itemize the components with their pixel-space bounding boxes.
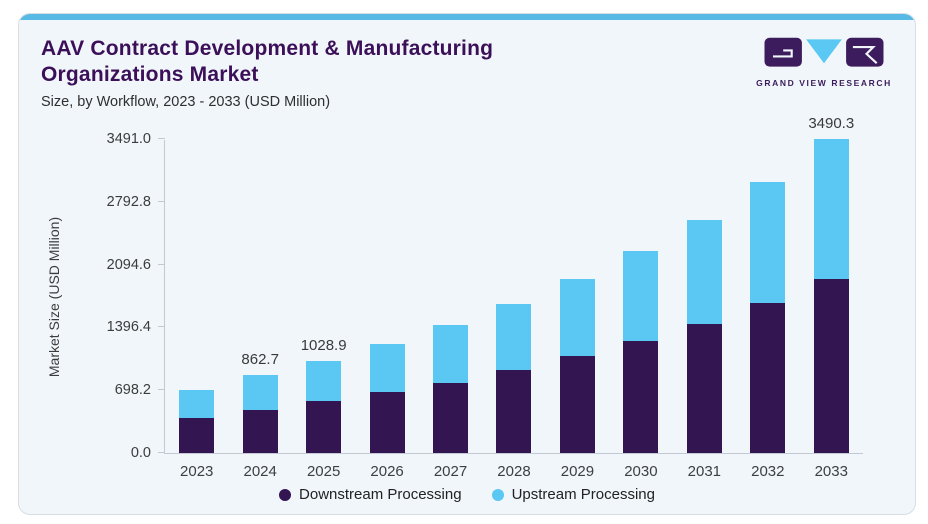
stacked-bar-2023: [179, 389, 215, 454]
x-axis-label-2031: 2031: [687, 463, 722, 481]
bar-group-2023: 2023: [165, 140, 228, 480]
y-axis-title: Market Size (USD Million): [46, 216, 62, 378]
stacked-bar-2025: [306, 360, 342, 454]
chart-region: Market Size (USD Million) 0.0 698.2 1396.4…: [46, 115, 863, 481]
y-axis-tick-label: 2094.6: [106, 256, 151, 273]
y-axis-tick-label: 3491.0: [106, 131, 151, 148]
y-axis-tick: [158, 326, 165, 328]
legend-label-downstream: Downstream Processing: [299, 486, 462, 503]
stacked-bar-2033: [813, 139, 849, 454]
segment-upstream-2024: [242, 375, 278, 411]
segment-downstream-2030: [623, 341, 659, 454]
segment-upstream-2029: [559, 278, 595, 357]
legend-item-upstream: Upstream Processing: [491, 486, 655, 503]
x-axis-label-2033: 2033: [814, 463, 848, 481]
bar-value-label-2024: 862.7: [241, 351, 279, 369]
bar-group-2025: 1028.9 2025: [292, 140, 355, 481]
segment-downstream-2026: [369, 392, 405, 454]
segment-upstream-2025: [306, 360, 342, 402]
segment-upstream-2023: [179, 389, 215, 418]
chart-subtitle: Size, by Workflow, 2023 - 2033 (USD Mill…: [41, 94, 331, 111]
segment-upstream-2033: [813, 139, 849, 279]
chart-header: AAV Contract Development & Manufacturing…: [19, 20, 915, 110]
legend-label-upstream: Upstream Processing: [511, 486, 655, 503]
segment-downstream-2023: [179, 417, 215, 454]
segment-upstream-2032: [750, 181, 786, 304]
segment-downstream-2025: [306, 401, 342, 454]
downstream-legend-dot-icon: [279, 488, 292, 501]
y-axis-tick-label: 1396.4: [106, 319, 151, 336]
bar-group-2030: 2030: [609, 140, 672, 480]
x-axis-label-2030: 2030: [624, 463, 658, 481]
x-axis-label-2027: 2027: [433, 463, 468, 481]
x-axis-label-2032: 2032: [751, 463, 785, 481]
segment-upstream-2028: [496, 303, 532, 370]
segment-downstream-2032: [750, 303, 786, 454]
card-top-accent-strip: [19, 14, 915, 20]
bar-group-2029: 2029: [546, 140, 609, 480]
y-axis-tick-label: 0.0: [130, 445, 151, 462]
legend: Downstream Processing Upstream Processin…: [19, 486, 915, 503]
stacked-bar-2030: [623, 250, 659, 454]
legend-item-downstream: Downstream Processing: [279, 486, 462, 503]
stacked-bar-2028: [496, 303, 532, 454]
segment-upstream-2031: [686, 219, 722, 325]
stacked-bar-2031: [686, 219, 722, 454]
y-axis-tick: [158, 389, 165, 391]
bar-group-2026: 2026: [355, 140, 418, 480]
x-axis-label-2025: 2025: [306, 463, 341, 481]
x-axis-label-2023: 2023: [180, 463, 214, 481]
segment-downstream-2033: [813, 278, 849, 454]
bar-group-2024: 862.7 2024: [228, 140, 291, 480]
chart-title: AAV Contract Development & Manufacturing…: [41, 37, 494, 87]
y-axis-tick: [158, 200, 165, 202]
bar-value-label-2025: 1028.9: [300, 336, 347, 354]
segment-upstream-2027: [433, 325, 469, 384]
stacked-bar-2026: [369, 344, 405, 454]
stacked-bar-2032: [750, 181, 786, 454]
bar-group-2032: 2032: [736, 140, 799, 480]
bar-group-2033: 3490.3 2033: [800, 115, 863, 480]
bar-value-label-2033: 3490.3: [808, 115, 855, 133]
x-axis-label-2026: 2026: [370, 463, 404, 481]
segment-downstream-2029: [559, 356, 595, 454]
segment-upstream-2026: [369, 344, 405, 393]
gvr-logo-icon: [764, 37, 884, 67]
x-axis-label-2029: 2029: [560, 463, 595, 481]
y-axis-tick: [158, 452, 165, 454]
bar-group-2031: 2031: [673, 140, 736, 480]
report-card: AAV Contract Development & Manufacturing…: [18, 13, 916, 515]
segment-upstream-2030: [623, 250, 659, 342]
upstream-legend-dot-icon: [491, 488, 504, 501]
segment-downstream-2027: [433, 383, 469, 454]
y-axis-tick-label: 2792.8: [106, 193, 151, 210]
bar-group-2028: 2028: [482, 140, 545, 480]
grand-view-research-logo: GRAND VIEW RESEARCH: [755, 36, 893, 88]
segment-downstream-2028: [496, 369, 532, 454]
y-axis-tick: [158, 138, 165, 140]
segment-downstream-2031: [686, 324, 722, 454]
gvr-logo-wordmark: GRAND VIEW RESEARCH: [756, 78, 892, 88]
bar-group-2027: 2027: [419, 140, 482, 480]
plot-area: 0.0 698.2 1396.4 2094.6 2792.8 3491.0 2023 862.…: [107, 115, 863, 481]
stacked-bar-2029: [559, 278, 595, 454]
y-axis-tick-label: 698.2: [114, 382, 151, 399]
stacked-bar-2024: [242, 375, 278, 454]
x-axis-label-2024: 2024: [243, 463, 277, 481]
x-axis-label-2028: 2028: [497, 463, 531, 481]
stacked-bar-2027: [433, 325, 469, 454]
y-axis-tick: [158, 263, 165, 265]
segment-downstream-2024: [242, 410, 278, 454]
